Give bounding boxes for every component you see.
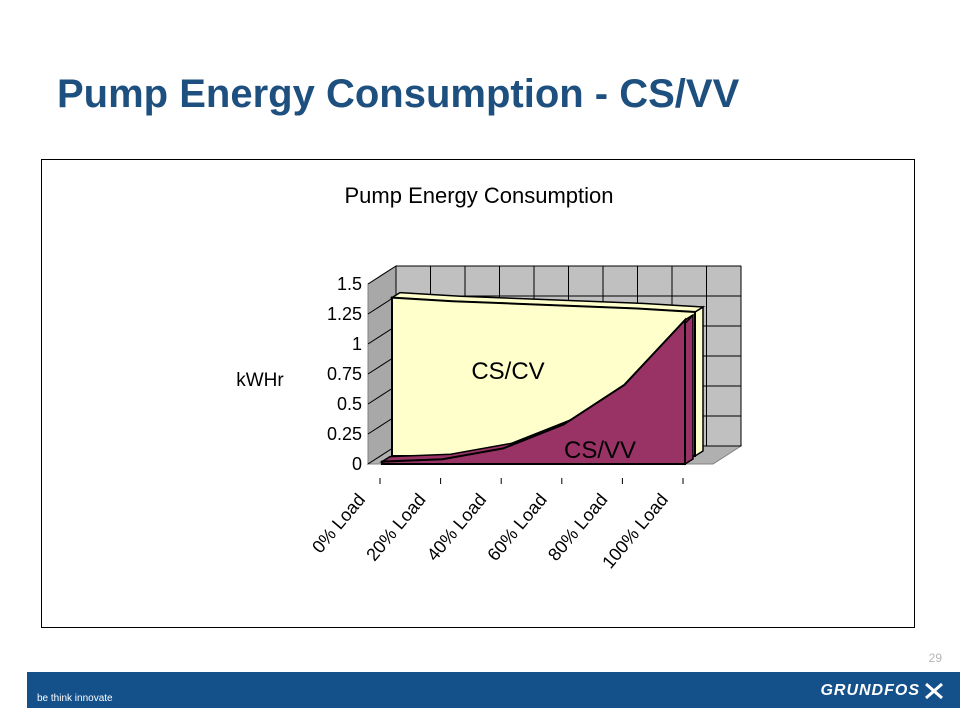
chart-frame: Pump Energy Consumption 1.5 1.25 1 0.75 0.5 0.… (41, 159, 915, 628)
x-tick-label: 60% Load (483, 490, 550, 565)
energy-chart: Pump Energy Consumption 1.5 1.25 1 0.75 0.5 0.… (236, 183, 743, 572)
y-tick-label: 1 (352, 334, 362, 354)
y-axis-label: kWHr (236, 370, 284, 391)
x-tick-label: 20% Load (362, 490, 429, 565)
y-tick-label: 0 (352, 454, 362, 474)
footer-bar: be think innovate GRUNDFOS (27, 672, 960, 708)
series-area-cs-vv (381, 317, 686, 465)
page-number: 29 (928, 651, 942, 665)
series-label-cs-cv: CS/CV (471, 358, 544, 385)
gridline-side (367, 265, 397, 285)
x-tick-label: 80% Load (544, 490, 611, 565)
series-depth-face (684, 313, 694, 466)
slide-title: Pump Energy Consumption - CS/VV (57, 72, 740, 116)
y-tick-label: 1.5 (337, 274, 362, 294)
series-label-cs-vv: CS/VV (564, 437, 636, 464)
series-depth-face (694, 305, 704, 458)
brand-mark-icon (925, 682, 943, 700)
brand-logo: GRUNDFOS (820, 681, 944, 701)
x-tick-label: 40% Load (423, 490, 490, 565)
y-tick-label: 1.25 (327, 304, 362, 324)
tagline: be think innovate (37, 693, 113, 704)
y-tick-label: 0.5 (337, 394, 362, 414)
y-tick-label: 0.75 (327, 364, 362, 384)
x-tick-label: 0% Load (308, 490, 369, 557)
brand-name: GRUNDFOS (820, 682, 920, 699)
chart-title: Pump Energy Consumption (344, 183, 613, 208)
y-tick-label: 0.25 (327, 424, 362, 444)
